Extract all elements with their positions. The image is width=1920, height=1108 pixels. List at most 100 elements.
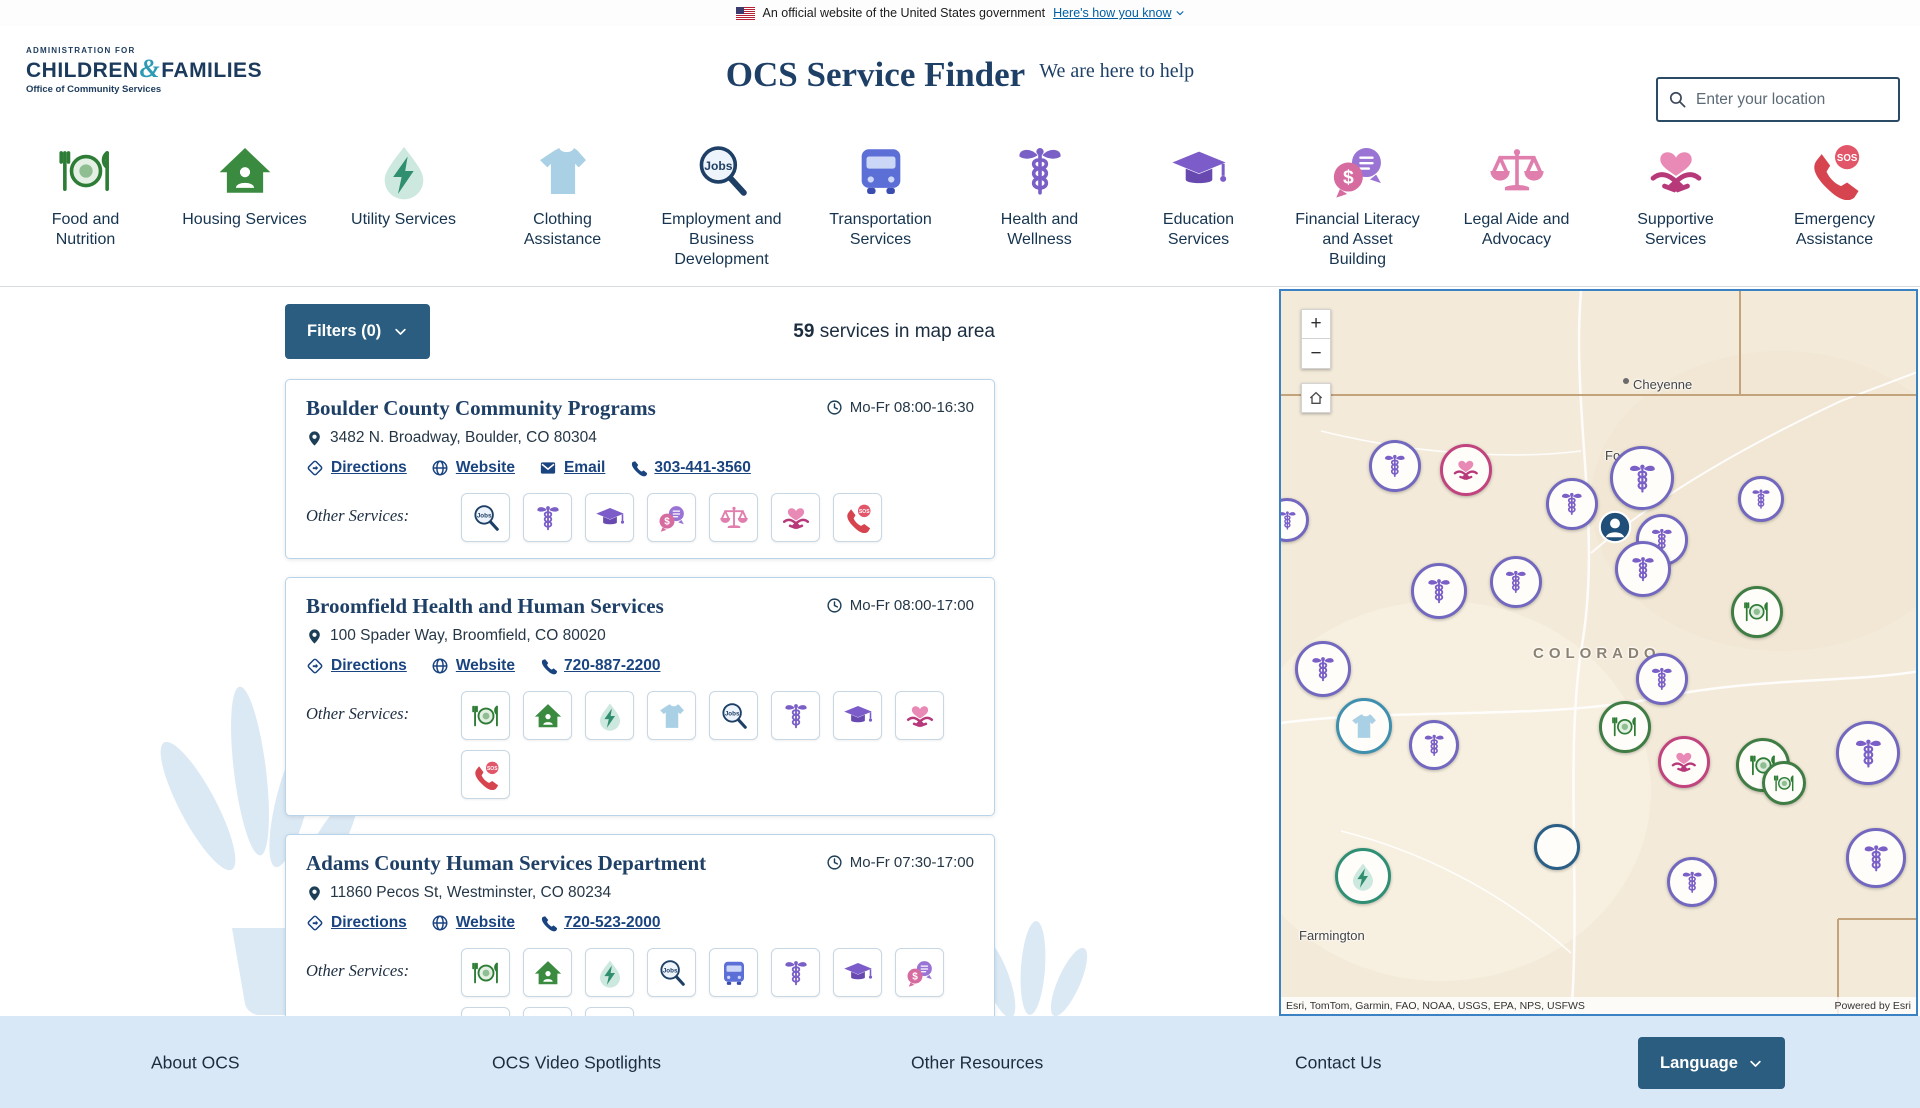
zoom-in-button[interactable]: + — [1301, 309, 1331, 339]
map-marker-health[interactable] — [1667, 857, 1717, 907]
service-chip-health[interactable] — [771, 948, 820, 997]
website-link[interactable]: Website — [431, 459, 515, 477]
footer-link-contact-us[interactable]: Contact Us — [1295, 1052, 1382, 1073]
footer-link-other-resources[interactable]: Other Resources — [911, 1052, 1044, 1073]
emergency-icon — [1806, 142, 1864, 200]
map-marker-health[interactable] — [1409, 720, 1459, 770]
filters-button[interactable]: Filters (0) — [285, 304, 431, 359]
map-marker-jobs[interactable] — [1534, 824, 1580, 870]
food-icon — [57, 142, 115, 200]
service-chip-supportive[interactable] — [895, 691, 944, 740]
map-marker-health[interactable] — [1738, 476, 1784, 522]
service-chip-emergency[interactable] — [461, 750, 510, 799]
footer-link-about-ocs[interactable]: About OCS — [151, 1052, 240, 1073]
service-chip-housing[interactable] — [523, 691, 572, 740]
map-marker-health[interactable] — [1490, 556, 1542, 608]
service-chip-financial[interactable] — [895, 948, 944, 997]
service-chip-employment[interactable] — [461, 493, 510, 542]
service-chip-housing[interactable] — [523, 948, 572, 997]
service-chip-emergency[interactable] — [833, 493, 882, 542]
category-utility[interactable]: Utility Services — [324, 134, 483, 286]
service-chip-education[interactable] — [833, 691, 882, 740]
website-link[interactable]: Website — [431, 657, 515, 675]
category-education[interactable]: Education Services — [1119, 134, 1278, 286]
phone-icon — [629, 459, 647, 477]
map[interactable]: Cheyenne Fo COLORADO Farmington + − Esri, T… — [1279, 289, 1918, 1016]
map-marker-user[interactable] — [1598, 510, 1632, 544]
category-employment[interactable]: Employment and Business Development — [642, 134, 801, 286]
category-financial[interactable]: Financial Literacy and Asset Building — [1278, 134, 1437, 286]
map-marker-health[interactable] — [1636, 653, 1688, 705]
service-chip-education[interactable] — [585, 493, 634, 542]
powered-by-esri-link[interactable]: Powered by Esri — [1834, 999, 1911, 1012]
map-marker-food[interactable] — [1599, 701, 1651, 753]
map-marker-health[interactable] — [1411, 563, 1467, 619]
map-marker-health[interactable] — [1369, 440, 1421, 492]
location-pin-icon — [306, 628, 323, 645]
email-link[interactable]: Email — [539, 459, 605, 477]
directions-link[interactable]: Directions — [306, 914, 407, 932]
map-home-button[interactable] — [1301, 383, 1331, 413]
category-emergency[interactable]: Emergency Assistance — [1755, 134, 1914, 286]
map-marker-health[interactable] — [1610, 446, 1674, 510]
service-chip-utility[interactable] — [585, 948, 634, 997]
chevron-down-icon — [1175, 8, 1185, 18]
language-button[interactable]: Language — [1638, 1037, 1785, 1089]
map-marker-health[interactable] — [1295, 641, 1351, 697]
service-chip-clothing[interactable] — [647, 691, 696, 740]
service-address: 3482 N. Broadway, Boulder, CO 80304 — [306, 429, 974, 447]
map-marker-health[interactable] — [1836, 721, 1900, 785]
service-chip-emergency[interactable] — [585, 1007, 634, 1016]
category-supportive[interactable]: Supportive Services — [1596, 134, 1755, 286]
category-food[interactable]: Food and Nutrition — [6, 134, 165, 286]
service-chip-food[interactable] — [461, 691, 510, 740]
service-name: Boulder County Community Programs — [306, 396, 656, 420]
directions-link[interactable]: Directions — [306, 459, 407, 477]
service-chip-food[interactable] — [461, 948, 510, 997]
service-hours: Mo-Fr 08:00-16:30 — [826, 396, 974, 416]
service-chip-employment[interactable] — [647, 948, 696, 997]
website-link[interactable]: Website — [431, 914, 515, 932]
service-name: Broomfield Health and Human Services — [306, 594, 664, 618]
map-marker-food[interactable] — [1762, 761, 1806, 805]
page-tagline: We are here to help — [1039, 60, 1195, 82]
how-you-know-link[interactable]: Here's how you know — [1053, 6, 1184, 20]
category-legal[interactable]: Legal Aide and Advocacy — [1437, 134, 1596, 286]
zoom-out-button[interactable]: − — [1301, 339, 1331, 369]
service-chip-legal[interactable] — [461, 1007, 510, 1016]
category-housing[interactable]: Housing Services — [165, 134, 324, 286]
phone-link[interactable]: 303-441-3560 — [629, 459, 751, 477]
category-label: Transportation Services — [829, 211, 932, 248]
directions-link[interactable]: Directions — [306, 657, 407, 675]
service-chip-utility[interactable] — [585, 691, 634, 740]
map-marker-clothing[interactable] — [1336, 698, 1392, 754]
acf-logo[interactable]: ADMINISTRATION FOR CHILDREN&FAMILIES Off… — [26, 46, 263, 96]
service-chip-supportive[interactable] — [523, 1007, 572, 1016]
directions-icon — [306, 657, 324, 675]
service-chip-transportation[interactable] — [709, 948, 758, 997]
category-label: Financial Literacy and Asset Building — [1295, 211, 1420, 268]
map-marker-health[interactable] — [1546, 478, 1598, 530]
location-search-input[interactable] — [1696, 90, 1888, 109]
category-clothing[interactable]: Clothing Assistance — [483, 134, 642, 286]
service-chip-health[interactable] — [771, 691, 820, 740]
map-marker-food[interactable] — [1731, 586, 1783, 638]
service-chip-supportive[interactable] — [771, 493, 820, 542]
gov-banner-text: An official website of the United States… — [762, 6, 1046, 20]
map-marker-health[interactable] — [1615, 541, 1671, 597]
category-label: Emergency Assistance — [1794, 211, 1875, 248]
service-chip-health[interactable] — [523, 493, 572, 542]
map-marker-health[interactable] — [1846, 828, 1906, 888]
service-chip-financial[interactable] — [647, 493, 696, 542]
service-chip-legal[interactable] — [709, 493, 758, 542]
category-health[interactable]: Health and Wellness — [960, 134, 1119, 286]
service-chip-employment[interactable] — [709, 691, 758, 740]
map-marker-utility[interactable] — [1335, 848, 1391, 904]
phone-link[interactable]: 720-523-2000 — [539, 914, 661, 932]
map-marker-supportive[interactable] — [1440, 444, 1492, 496]
map-marker-supportive[interactable] — [1658, 736, 1710, 788]
phone-link[interactable]: 720-887-2200 — [539, 657, 661, 675]
service-chip-education[interactable] — [833, 948, 882, 997]
category-transportation[interactable]: Transportation Services — [801, 134, 960, 286]
footer-link-video-spotlights[interactable]: OCS Video Spotlights — [492, 1052, 661, 1073]
